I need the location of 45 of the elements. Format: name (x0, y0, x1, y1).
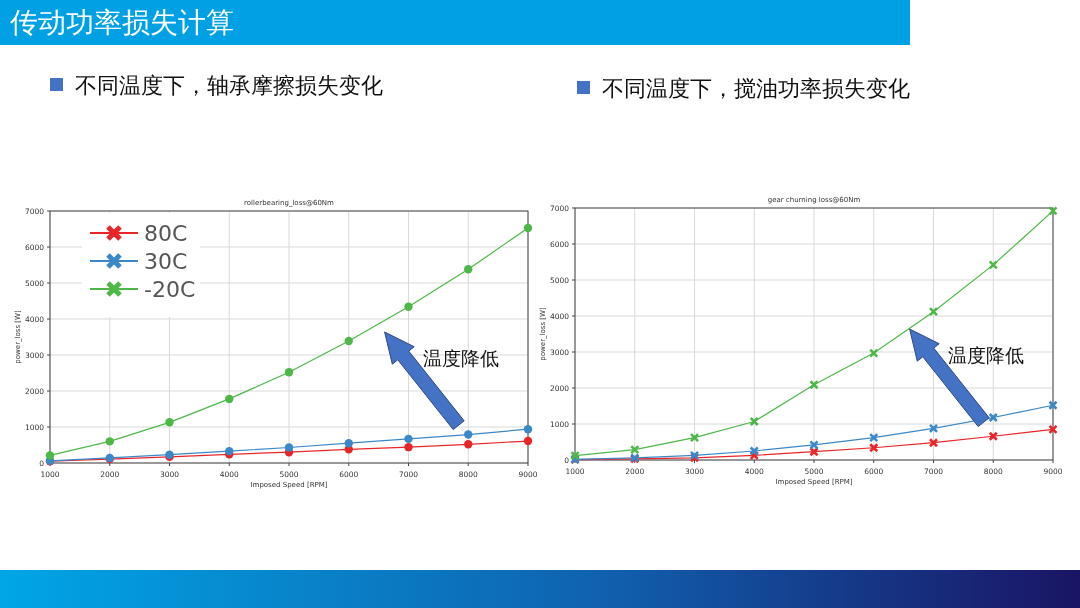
point (868, 442, 879, 453)
point (464, 265, 473, 274)
point (284, 443, 294, 452)
point (749, 416, 760, 427)
legend-label: -20C (144, 277, 196, 302)
chart-subtitle: 不同温度下，轴承摩擦损失变化 (75, 73, 383, 98)
point (225, 446, 234, 456)
point (988, 412, 999, 423)
point (344, 336, 353, 346)
point (523, 424, 533, 434)
point (225, 394, 234, 404)
point (1048, 400, 1058, 411)
legend-label: 80C (144, 221, 188, 246)
point (404, 434, 413, 444)
point (809, 440, 819, 450)
point (165, 418, 174, 427)
point (629, 444, 640, 455)
point (570, 450, 580, 461)
point (809, 379, 819, 390)
point (344, 439, 353, 448)
point (928, 306, 939, 317)
point (404, 442, 413, 452)
chart-subtitle: 不同温度下，搅油功率损失变化 (602, 76, 910, 101)
point (868, 348, 879, 358)
annotation: 温度降低 (947, 343, 1024, 366)
point (1048, 206, 1058, 216)
point (523, 223, 533, 233)
point (988, 431, 999, 442)
point (464, 440, 473, 449)
point (1048, 424, 1058, 435)
point (868, 432, 879, 443)
point (464, 430, 473, 439)
point (928, 437, 939, 448)
point (928, 423, 939, 434)
point (105, 437, 114, 446)
legend-label: 30C (144, 249, 188, 274)
annotation: 温度降低 (422, 346, 499, 369)
point (988, 260, 999, 270)
point (689, 432, 700, 443)
point (284, 368, 294, 377)
point (45, 451, 55, 460)
point (404, 302, 413, 311)
text: 传动功率损失计算 (10, 6, 234, 39)
point (523, 436, 533, 446)
point (749, 446, 760, 456)
